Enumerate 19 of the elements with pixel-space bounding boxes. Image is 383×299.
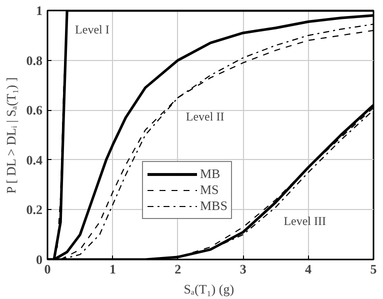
annotation: Level I [75,22,110,36]
annotation: Level II [186,110,224,124]
x-tick-label: 3 [240,262,247,276]
y-tick-label: 0 [36,252,42,267]
y-tick-label: 0.4 [26,152,43,168]
y-tick-label: 1 [36,3,42,18]
legend-label: MB [200,166,220,182]
x-tick-label: 4 [305,262,312,276]
annotation: Level III [284,214,326,228]
legend-label: MS [200,182,220,198]
y-tick-label: 0.2 [26,202,42,218]
y-tick-label: 0.8 [26,52,43,68]
legend-label: MBS [200,198,228,214]
x-tick-label: 1 [109,262,116,276]
y-tick-label: 0.6 [26,102,43,118]
y-axis-title: P [ DL > DLᵢ | Sₐ(T₁) ] [3,77,18,194]
x-tick-label: 2 [174,262,182,276]
x-axis-title: Sₐ(T₁) (g) [184,282,234,296]
x-tick-label: 5 [370,262,378,276]
